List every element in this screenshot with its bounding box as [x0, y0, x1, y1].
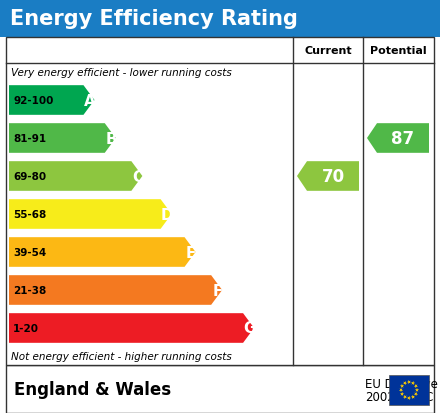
- Text: 70: 70: [322, 168, 345, 185]
- Polygon shape: [400, 392, 404, 396]
- Polygon shape: [367, 124, 429, 154]
- Polygon shape: [414, 384, 418, 388]
- Text: England & Wales: England & Wales: [14, 380, 171, 398]
- Text: Not energy efficient - higher running costs: Not energy efficient - higher running co…: [11, 351, 232, 361]
- Polygon shape: [399, 388, 403, 392]
- Text: 21-38: 21-38: [13, 285, 46, 295]
- Bar: [0, 0, 440, 38]
- Polygon shape: [9, 200, 172, 229]
- Text: G: G: [243, 321, 256, 336]
- Text: Very energy efficient - lower running costs: Very energy efficient - lower running co…: [11, 68, 232, 78]
- Polygon shape: [407, 396, 411, 400]
- Text: EU Directive: EU Directive: [365, 377, 438, 391]
- Text: A: A: [84, 93, 96, 108]
- Polygon shape: [400, 384, 404, 388]
- Text: 55-68: 55-68: [13, 209, 46, 219]
- Text: 1-20: 1-20: [13, 323, 39, 333]
- Text: C: C: [132, 169, 143, 184]
- Polygon shape: [407, 380, 411, 384]
- Bar: [389, 375, 429, 405]
- Polygon shape: [411, 381, 415, 385]
- Polygon shape: [9, 275, 222, 305]
- Bar: [6, 38, 434, 365]
- Text: Potential: Potential: [370, 46, 426, 56]
- Text: 87: 87: [392, 130, 414, 147]
- Polygon shape: [297, 162, 359, 191]
- Polygon shape: [9, 237, 195, 267]
- Polygon shape: [403, 395, 407, 399]
- Polygon shape: [9, 162, 143, 191]
- Polygon shape: [9, 313, 254, 343]
- Polygon shape: [414, 392, 418, 396]
- Polygon shape: [415, 388, 419, 392]
- Text: Current: Current: [304, 46, 352, 56]
- Text: B: B: [106, 131, 117, 146]
- Polygon shape: [411, 395, 415, 399]
- Text: 92-100: 92-100: [13, 96, 53, 106]
- Text: Energy Efficiency Rating: Energy Efficiency Rating: [10, 9, 298, 29]
- Text: D: D: [161, 207, 173, 222]
- Text: 39-54: 39-54: [13, 247, 46, 257]
- Text: 81-91: 81-91: [13, 134, 46, 144]
- Polygon shape: [403, 381, 407, 385]
- Text: F: F: [213, 283, 223, 298]
- Polygon shape: [9, 86, 95, 116]
- Text: 69-80: 69-80: [13, 171, 46, 182]
- Text: E: E: [186, 245, 196, 260]
- Text: 2002/91/EC: 2002/91/EC: [365, 389, 433, 403]
- Polygon shape: [9, 124, 116, 154]
- Bar: [6, 365, 434, 413]
